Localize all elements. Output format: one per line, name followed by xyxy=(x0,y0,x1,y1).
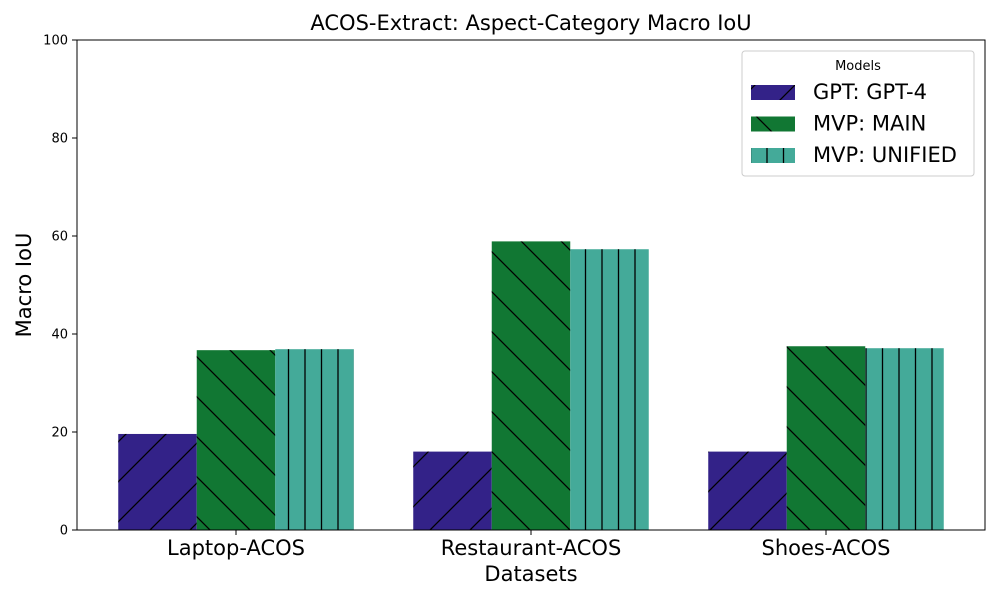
x-tick-label: Restaurant-ACOS xyxy=(441,536,622,560)
legend-label: GPT: GPT-4 xyxy=(813,80,927,104)
legend-swatch-hatch xyxy=(751,116,795,132)
y-tick-label: 40 xyxy=(51,328,68,343)
y-axis-label: Macro IoU xyxy=(12,233,36,338)
legend-swatch-hatch xyxy=(751,148,795,163)
legend-box xyxy=(741,50,975,177)
y-tick-label: 80 xyxy=(51,132,68,147)
bar-hatch-mvp-unified xyxy=(570,249,649,531)
chart-title: ACOS-Extract: Aspect-Category Macro IoU xyxy=(310,11,751,35)
x-tick-label: Laptop-ACOS xyxy=(167,536,305,560)
legend-label: MVP: MAIN xyxy=(813,112,926,136)
bar-hatch-mvp-unified xyxy=(865,348,944,530)
bars xyxy=(118,241,944,531)
x-tick-label: Shoes-ACOS xyxy=(762,536,891,560)
x-axis: Laptop-ACOS Restaurant-ACOS Shoes-ACOS xyxy=(167,530,890,560)
y-tick-label: 0 xyxy=(60,524,68,539)
legend-label: MVP: UNIFIED xyxy=(813,143,957,167)
bar-hatch-gpt-gpt-4 xyxy=(118,433,197,530)
bar-hatch-mvp-main xyxy=(786,346,866,530)
bar-hatch-gpt-gpt-4 xyxy=(708,451,787,530)
legend-swatch-hatch xyxy=(751,85,795,100)
bar-hatch-gpt-gpt-4 xyxy=(413,451,492,530)
x-axis-label: Datasets xyxy=(484,562,577,586)
bar-hatch-mvp-main xyxy=(491,241,571,530)
bar-hatch-mvp-main xyxy=(196,350,276,530)
y-axis: 0 20 40 60 80 100 xyxy=(43,34,77,539)
legend-title: Models xyxy=(835,59,881,74)
y-tick-label: 20 xyxy=(51,426,68,441)
plot-frame xyxy=(76,39,986,531)
legend: Models GPT: GPT-4 MVP: MAIN MVP: UNIFIED xyxy=(741,50,975,177)
y-tick-label: 60 xyxy=(51,230,68,245)
y-tick-label: 100 xyxy=(43,34,68,49)
bar-hatch-mvp-unified xyxy=(275,349,354,530)
